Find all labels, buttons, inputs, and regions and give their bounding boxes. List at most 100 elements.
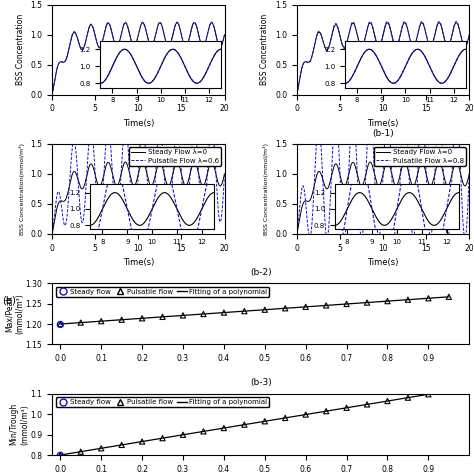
Point xyxy=(282,304,289,312)
Steady Flow λ=0 xyxy=(463,182,469,188)
Pulsatile Flow λ=0.6 xyxy=(49,231,55,237)
Point xyxy=(159,313,166,321)
Legend: Steady Flow λ=0, Pulsatile Flow λ=0.6: Steady Flow λ=0, Pulsatile Flow λ=0.6 xyxy=(129,147,221,165)
Pulsatile Flow λ=0.8 xyxy=(466,171,472,177)
Point xyxy=(200,428,207,435)
Point xyxy=(118,441,126,449)
Title: (b-1): (b-1) xyxy=(372,128,394,137)
Point xyxy=(56,320,64,328)
Y-axis label: BSS Concentration: BSS Concentration xyxy=(261,14,270,85)
Steady Flow λ=0 xyxy=(115,182,121,187)
Pulsatile Flow λ=0.6 xyxy=(115,212,121,218)
Pulsatile Flow λ=0.8 xyxy=(294,231,300,237)
Pulsatile Flow λ=0.6 xyxy=(222,171,228,177)
Pulsatile Flow λ=0.6 xyxy=(209,123,214,129)
X-axis label: Time(s): Time(s) xyxy=(123,119,154,128)
Point xyxy=(179,431,187,438)
Line: Steady Flow λ=0: Steady Flow λ=0 xyxy=(297,162,469,234)
Point xyxy=(261,306,269,313)
Y-axis label: BSS Concentration: BSS Concentration xyxy=(16,14,25,85)
Pulsatile Flow λ=0.6 xyxy=(123,124,128,129)
Steady Flow λ=0 xyxy=(360,182,366,187)
Point xyxy=(118,316,126,324)
X-axis label: Time(s): Time(s) xyxy=(123,258,154,267)
Legend: Steady Flow λ=0, Pulsatile Flow λ=0.8: Steady Flow λ=0, Pulsatile Flow λ=0.8 xyxy=(374,147,466,165)
Point xyxy=(56,320,64,328)
Steady Flow λ=0 xyxy=(209,159,214,165)
Pulsatile Flow λ=0.8 xyxy=(454,106,459,112)
Point xyxy=(220,309,228,316)
Point xyxy=(179,311,187,319)
Point xyxy=(383,297,391,305)
Point xyxy=(363,299,371,306)
Steady Flow λ=0 xyxy=(79,186,85,191)
Point xyxy=(98,445,105,452)
Pulsatile Flow λ=0.6 xyxy=(219,216,224,222)
Point xyxy=(425,294,432,302)
Point xyxy=(383,397,391,405)
Point xyxy=(200,310,207,318)
Point xyxy=(302,411,310,419)
Steady Flow λ=0 xyxy=(314,173,319,179)
Steady Flow λ=0 xyxy=(368,159,374,165)
Y-axis label: Max/Peak
(mmol/m³): Max/Peak (mmol/m³) xyxy=(5,293,24,334)
Point xyxy=(77,448,84,456)
Pulsatile Flow λ=0.8 xyxy=(462,236,468,242)
Pulsatile Flow λ=0.6 xyxy=(200,219,205,224)
Point xyxy=(322,407,330,415)
Point xyxy=(138,315,146,322)
Point xyxy=(343,404,350,411)
Pulsatile Flow λ=0.6 xyxy=(69,150,74,155)
Text: (b): (b) xyxy=(2,296,16,306)
Steady Flow λ=0 xyxy=(200,183,205,189)
Legend: Steady flow, Pulsatile flow, Fitting of a polynomial: Steady flow, Pulsatile flow, Fitting of … xyxy=(55,397,269,407)
Point xyxy=(343,300,350,308)
X-axis label: Time(s): Time(s) xyxy=(367,119,399,128)
Line: Steady Flow λ=0: Steady Flow λ=0 xyxy=(52,162,225,234)
Pulsatile Flow λ=0.8 xyxy=(445,235,450,241)
Y-axis label: Min/Trough
(mmol/m³): Min/Trough (mmol/m³) xyxy=(9,403,29,446)
Point xyxy=(404,296,412,303)
Pulsatile Flow λ=0.8 xyxy=(463,231,469,237)
Pulsatile Flow λ=0.8 xyxy=(360,227,366,233)
Steady Flow λ=0 xyxy=(454,159,459,165)
Pulsatile Flow λ=0.8 xyxy=(314,139,319,145)
Point xyxy=(240,307,248,315)
Point xyxy=(77,319,84,327)
Point xyxy=(240,421,248,428)
Steady Flow λ=0 xyxy=(466,171,472,177)
Title: (b-2): (b-2) xyxy=(250,268,272,277)
Point xyxy=(302,303,310,310)
Legend: Steady flow, Pulsatile flow, Fitting of a polynomial: Steady flow, Pulsatile flow, Fitting of … xyxy=(55,287,269,297)
Pulsatile Flow λ=0.8 xyxy=(368,107,374,112)
Point xyxy=(445,387,453,395)
Steady Flow λ=0 xyxy=(219,182,224,188)
Point xyxy=(56,451,64,459)
Y-axis label: BSS Concentration(mmol/m³): BSS Concentration(mmol/m³) xyxy=(19,143,25,235)
Steady Flow λ=0 xyxy=(294,231,300,237)
Point xyxy=(220,424,228,432)
Point xyxy=(56,451,64,459)
Point xyxy=(404,394,412,401)
Point xyxy=(138,438,146,446)
Y-axis label: BSS Concentration(mmol/m³): BSS Concentration(mmol/m³) xyxy=(264,143,270,235)
Point xyxy=(159,434,166,442)
Point xyxy=(98,318,105,325)
Point xyxy=(425,391,432,398)
Point xyxy=(261,418,269,425)
Steady Flow λ=0 xyxy=(69,173,74,179)
Point xyxy=(322,301,330,309)
Line: Pulsatile Flow λ=0.6: Pulsatile Flow λ=0.6 xyxy=(52,126,225,234)
X-axis label: Time(s): Time(s) xyxy=(367,258,399,267)
Pulsatile Flow λ=0.6 xyxy=(79,219,85,225)
Line: Pulsatile Flow λ=0.8: Pulsatile Flow λ=0.8 xyxy=(297,109,469,239)
Point xyxy=(282,414,289,422)
Pulsatile Flow λ=0.8 xyxy=(324,235,329,241)
Steady Flow λ=0 xyxy=(123,159,128,165)
Title: (b-3): (b-3) xyxy=(250,378,272,387)
Steady Flow λ=0 xyxy=(49,231,55,237)
Steady Flow λ=0 xyxy=(324,186,329,191)
Point xyxy=(363,401,371,408)
Point xyxy=(445,293,453,301)
Steady Flow λ=0 xyxy=(445,183,450,189)
